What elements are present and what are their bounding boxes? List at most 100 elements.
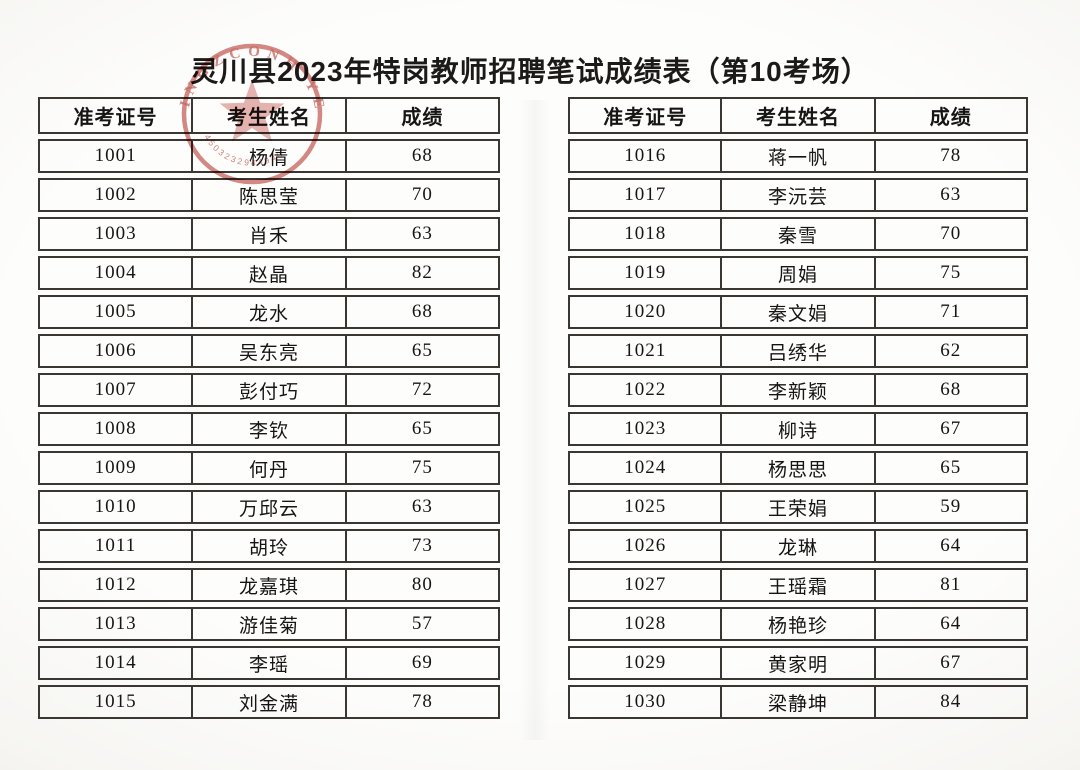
score-cell: 70 <box>411 184 433 205</box>
table-row: 1008 李钦 65 <box>38 412 500 446</box>
score-cell: 84 <box>940 691 962 712</box>
score-cell: 78 <box>411 691 433 712</box>
candidate-name-cell: 杨艳珍 <box>720 609 876 639</box>
admission-number-cell: 1010 <box>94 496 137 517</box>
table-row: 1011 胡玲 73 <box>38 529 500 563</box>
header-cell: 成绩 <box>929 107 972 129</box>
candidate-name-cell: 吕绣华 <box>720 336 876 366</box>
candidate-name-cell: 梁静坤 <box>720 687 876 717</box>
candidate-name-cell: 秦文娟 <box>720 297 876 327</box>
table-row: 1009 何丹 75 <box>38 451 500 485</box>
admission-number-cell: 1020 <box>624 301 667 322</box>
score-cell: 68 <box>411 145 433 166</box>
score-cell: 68 <box>411 301 433 322</box>
score-cell: 75 <box>940 262 962 283</box>
candidate-name-cell: 李钦 <box>191 414 347 444</box>
admission-number-cell: 1012 <box>94 574 137 595</box>
table-row: 1001 杨倩 68 <box>38 139 500 173</box>
score-cell: 73 <box>411 535 433 556</box>
score-cell: 65 <box>940 457 962 478</box>
candidate-name-cell: 龙琳 <box>720 531 876 561</box>
score-cell: 64 <box>940 535 962 556</box>
candidate-name-cell: 彭付巧 <box>191 375 347 405</box>
score-cell: 63 <box>940 184 962 205</box>
admission-number-cell: 1006 <box>94 340 137 361</box>
admission-number-cell: 1030 <box>624 691 667 712</box>
score-cell: 65 <box>411 418 433 439</box>
candidate-name-cell: 陈思莹 <box>191 180 347 210</box>
score-cell: 75 <box>411 457 433 478</box>
score-cell: 71 <box>940 301 962 322</box>
admission-number-cell: 1001 <box>94 145 137 166</box>
candidate-name-cell: 李新颖 <box>720 375 876 405</box>
candidate-name-cell: 王瑶霜 <box>720 570 876 600</box>
candidate-name-cell: 黄家明 <box>720 648 876 678</box>
table-row: 1015 刘金满 78 <box>38 685 500 719</box>
score-cell: 78 <box>940 145 962 166</box>
admission-number-cell: 1004 <box>94 262 137 283</box>
admission-number-cell: 1013 <box>94 613 137 634</box>
candidate-name-cell: 刘金满 <box>191 687 347 717</box>
page-crease-shadow <box>520 100 550 740</box>
candidate-name-cell: 龙水 <box>191 297 347 327</box>
candidate-name-cell: 肖禾 <box>191 219 347 249</box>
score-cell: 63 <box>411 496 433 517</box>
header-cell: 考生姓名 <box>720 99 876 132</box>
admission-number-cell: 1025 <box>624 496 667 517</box>
score-cell: 67 <box>940 418 962 439</box>
score-cell: 64 <box>940 613 962 634</box>
candidate-name-cell: 王荣娟 <box>720 492 876 522</box>
admission-number-cell: 1027 <box>624 574 667 595</box>
admission-number-cell: 1007 <box>94 379 137 400</box>
admission-number-cell: 1018 <box>624 223 667 244</box>
admission-number-cell: 1003 <box>94 223 137 244</box>
admission-number-cell: 1021 <box>624 340 667 361</box>
candidate-name-cell: 秦雪 <box>720 219 876 249</box>
header-row: 准考证号 考生姓名 成绩 <box>568 97 1028 134</box>
table-row: 1006 吴东亮 65 <box>38 334 500 368</box>
candidate-name-cell: 吴东亮 <box>191 336 347 366</box>
table-row: 1030 梁静坤 84 <box>568 685 1028 719</box>
header-cell: 准考证号 <box>73 107 158 129</box>
table-row: 1017 李沅芸 63 <box>568 178 1028 212</box>
candidate-name-cell: 周娟 <box>720 258 876 288</box>
table-row: 1013 游佳菊 57 <box>38 607 500 641</box>
table-row: 1007 彭付巧 72 <box>38 373 500 407</box>
candidate-name-cell: 蒋一帆 <box>720 141 876 171</box>
candidate-name-cell: 龙嘉琪 <box>191 570 347 600</box>
candidate-name-cell: 胡玲 <box>191 531 347 561</box>
table-row: 1026 龙琳 64 <box>568 529 1028 563</box>
table-row: 1014 李瑶 69 <box>38 646 500 680</box>
table-row: 1018 秦雪 70 <box>568 217 1028 251</box>
score-cell: 65 <box>411 340 433 361</box>
admission-number-cell: 1016 <box>624 145 667 166</box>
score-table-left: 准考证号 考生姓名 成绩 1001 杨倩 68 1002 陈思莹 70 1003 肖禾 63 1004 赵… <box>38 97 500 724</box>
admission-number-cell: 1014 <box>94 652 137 673</box>
admission-number-cell: 1029 <box>624 652 667 673</box>
table-row: 1028 杨艳珍 64 <box>568 607 1028 641</box>
admission-number-cell: 1002 <box>94 184 137 205</box>
admission-number-cell: 1008 <box>94 418 137 439</box>
admission-number-cell: 1024 <box>624 457 667 478</box>
table-row: 1019 周娟 75 <box>568 256 1028 290</box>
admission-number-cell: 1026 <box>624 535 667 556</box>
table-row: 1012 龙嘉琪 80 <box>38 568 500 602</box>
admission-number-cell: 1028 <box>624 613 667 634</box>
score-cell: 68 <box>940 379 962 400</box>
table-row: 1020 秦文娟 71 <box>568 295 1028 329</box>
table-row: 1002 陈思莹 70 <box>38 178 500 212</box>
table-row: 1016 蒋一帆 78 <box>568 139 1028 173</box>
table-row: 1010 万邱云 63 <box>38 490 500 524</box>
table-row: 1023 柳诗 67 <box>568 412 1028 446</box>
candidate-name-cell: 游佳菊 <box>191 609 347 639</box>
table-row: 1027 王瑶霜 81 <box>568 568 1028 602</box>
table-row: 1024 杨思思 65 <box>568 451 1028 485</box>
table-row: 1029 黄家明 67 <box>568 646 1028 680</box>
admission-number-cell: 1015 <box>94 691 137 712</box>
table-row: 1003 肖禾 63 <box>38 217 500 251</box>
admission-number-cell: 1023 <box>624 418 667 439</box>
candidate-name-cell: 杨倩 <box>191 141 347 171</box>
score-cell: 80 <box>411 574 433 595</box>
score-cell: 81 <box>940 574 962 595</box>
candidate-name-cell: 赵晶 <box>191 258 347 288</box>
